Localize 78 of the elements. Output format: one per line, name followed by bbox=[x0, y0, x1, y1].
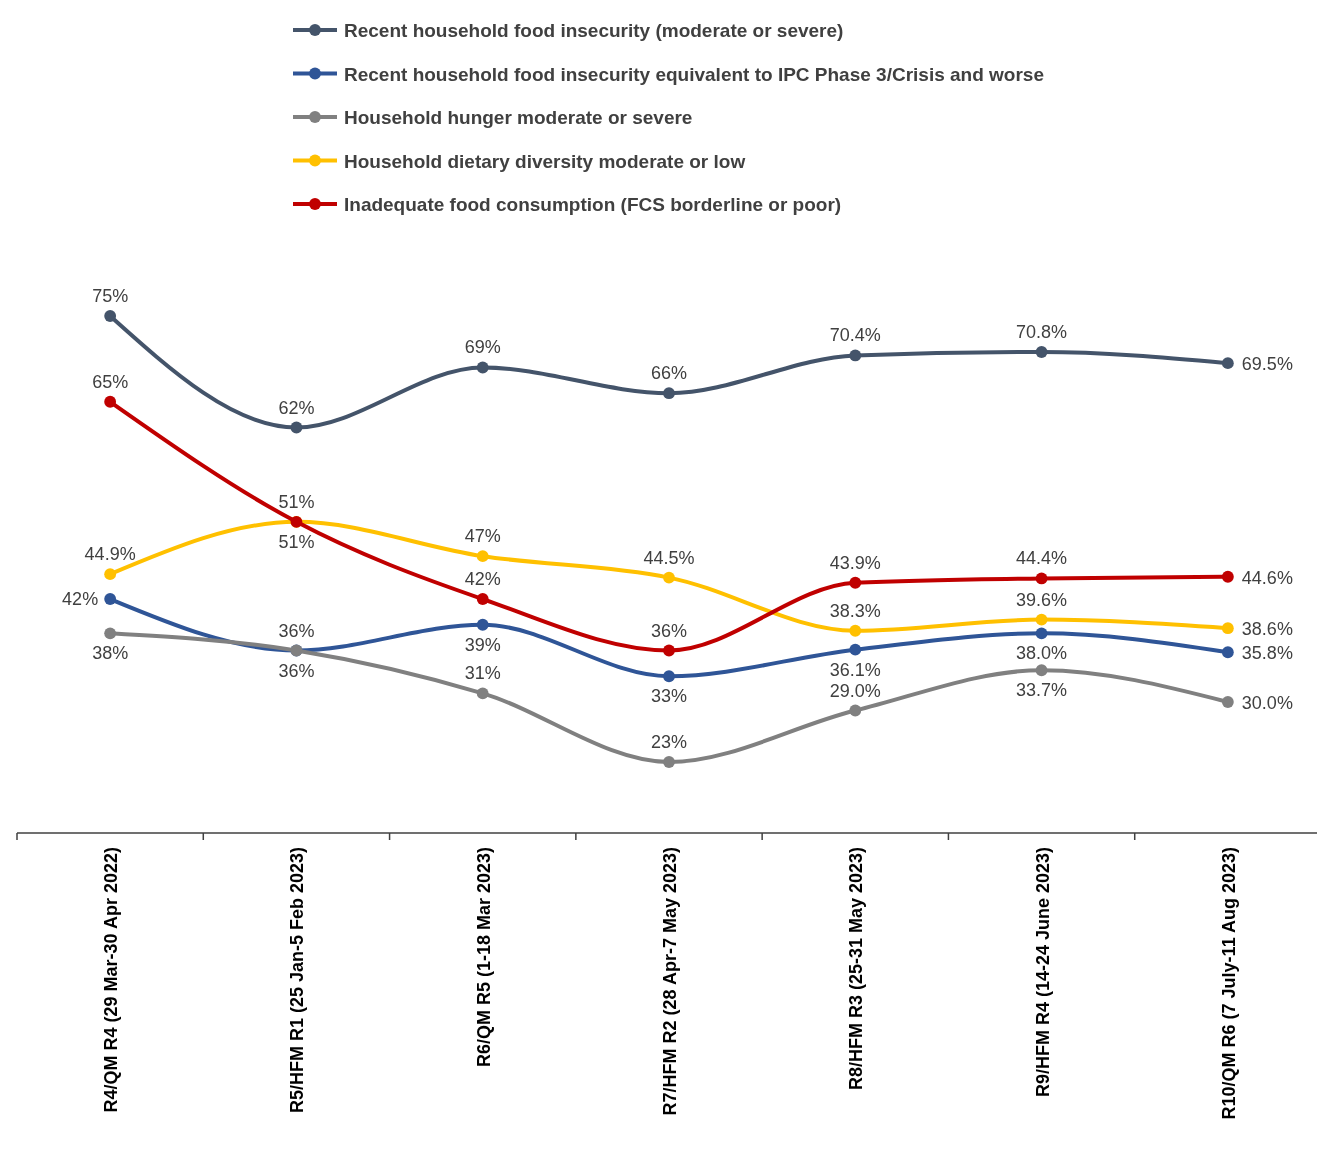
data-label: 38.0% bbox=[1016, 643, 1068, 664]
data-label: 44.5% bbox=[643, 547, 695, 568]
point bbox=[849, 576, 862, 589]
data-label: 69% bbox=[464, 337, 501, 358]
x-tick-label: R8/HFM R3 (25-31 May 2023) bbox=[846, 847, 867, 1091]
data-label: 36% bbox=[278, 620, 315, 641]
point bbox=[663, 571, 675, 584]
legend-label: Household hunger moderate or severe bbox=[344, 107, 693, 128]
point bbox=[1221, 696, 1234, 708]
point bbox=[663, 670, 675, 683]
point bbox=[663, 387, 675, 400]
point bbox=[663, 644, 675, 657]
data-label: 51% bbox=[278, 531, 315, 552]
point bbox=[663, 756, 675, 768]
data-label: 39% bbox=[464, 634, 501, 655]
point bbox=[849, 349, 862, 362]
legend-label: Household dietary diversity moderate or low bbox=[344, 150, 746, 172]
point bbox=[104, 568, 117, 581]
x-tick-label: R10/QM R6 (7 July-11 Aug 2023) bbox=[1218, 847, 1239, 1120]
x-tick-label: R5/HFM R1 (25 Jan-5 Feb 2023) bbox=[287, 847, 308, 1114]
data-label: 69.5% bbox=[1241, 354, 1293, 375]
data-label: 38.6% bbox=[1241, 619, 1293, 640]
data-label: 35.8% bbox=[1241, 643, 1293, 664]
legend-label: Recent household food insecurity (moderate or severe) bbox=[344, 20, 844, 41]
point bbox=[104, 395, 117, 408]
point bbox=[1035, 613, 1048, 626]
point bbox=[849, 624, 862, 637]
data-label: 70.8% bbox=[1016, 322, 1068, 343]
point bbox=[1221, 357, 1234, 370]
data-label: 38.3% bbox=[829, 600, 881, 621]
data-label: 42% bbox=[464, 569, 501, 590]
point bbox=[849, 643, 862, 656]
point bbox=[476, 550, 489, 563]
data-label: 33.7% bbox=[1016, 680, 1068, 701]
point bbox=[1035, 664, 1048, 677]
point bbox=[290, 421, 303, 434]
point bbox=[1221, 646, 1234, 659]
point bbox=[476, 361, 489, 374]
x-tick-label: R6/QM R5 (1-18 Mar 2023) bbox=[473, 847, 494, 1068]
data-label: 36% bbox=[278, 660, 315, 681]
data-label: 31% bbox=[464, 663, 501, 684]
legend-label: Inadequate food consumption (FCS borderline or poor) bbox=[344, 194, 842, 215]
x-tick-label: R7/HFM R2 (28 Apr-7 May 2023) bbox=[660, 847, 680, 1116]
x-tick-label: R9/HFM R4 (14-24 June 2023) bbox=[1032, 847, 1053, 1098]
data-label: 66% bbox=[650, 363, 688, 384]
data-label: 44.9% bbox=[84, 544, 136, 565]
point bbox=[1035, 627, 1048, 640]
point bbox=[1221, 622, 1234, 635]
data-label: 43.9% bbox=[829, 552, 881, 573]
point bbox=[1035, 346, 1048, 358]
data-label: 29.0% bbox=[829, 680, 881, 701]
data-label: 51% bbox=[278, 491, 315, 512]
x-tick-label: R4/QM R4 (29 Mar-30 Apr 2022) bbox=[101, 847, 122, 1113]
data-label: 38% bbox=[92, 643, 129, 664]
data-label: 30.0% bbox=[1241, 692, 1293, 713]
point bbox=[476, 687, 489, 700]
data-label: 44.4% bbox=[1016, 548, 1068, 569]
point bbox=[849, 704, 862, 717]
data-label: 62% bbox=[278, 397, 315, 418]
point bbox=[1035, 572, 1048, 585]
data-label: 36% bbox=[650, 620, 688, 641]
data-label: 70.4% bbox=[829, 325, 881, 346]
data-label: 23% bbox=[650, 732, 688, 752]
data-label: 47% bbox=[464, 526, 501, 547]
point bbox=[104, 593, 117, 605]
data-label: 42% bbox=[62, 589, 99, 610]
data-label: 75% bbox=[92, 286, 129, 306]
point bbox=[104, 627, 117, 640]
data-label: 33% bbox=[650, 686, 688, 707]
data-label: 65% bbox=[92, 371, 129, 392]
point bbox=[104, 310, 117, 322]
point bbox=[476, 618, 489, 631]
data-label: 44.6% bbox=[1241, 567, 1293, 588]
point bbox=[1221, 570, 1234, 583]
point bbox=[476, 593, 489, 605]
legend-label: Recent household food insecurity equivalent to IPC Phase 3/Crisis and worse bbox=[344, 63, 1044, 85]
data-label: 39.6% bbox=[1016, 589, 1068, 610]
data-label: 36.1% bbox=[829, 659, 881, 680]
